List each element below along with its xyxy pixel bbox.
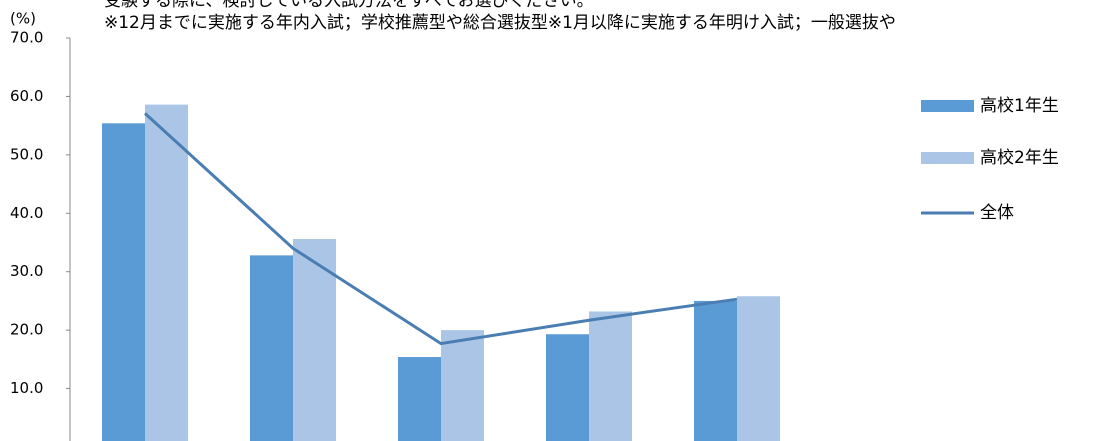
y-tick-label: 10.0 xyxy=(10,379,43,397)
chart-title: 受験する際に、検討している入試方法をすべてお選びください。 xyxy=(104,0,594,11)
y-tick-label: 30.0 xyxy=(10,262,43,280)
chart-subtitle: ※12月までに実施する年内入試；学校推薦型や総合選抜型※1月以降に実施する年明け… xyxy=(104,13,896,33)
y-tick-label: 60.0 xyxy=(10,87,43,105)
bar xyxy=(546,334,589,441)
y-tick-label: 40.0 xyxy=(10,204,43,222)
y-tick-label: 70.0 xyxy=(10,29,43,47)
bar xyxy=(694,300,737,441)
y-tick-label: 50.0 xyxy=(10,145,43,163)
legend-label: 全体 xyxy=(980,203,1014,223)
bar xyxy=(102,123,145,441)
y-tick-label: 20.0 xyxy=(10,321,43,339)
bar xyxy=(250,255,293,441)
bar xyxy=(293,238,336,441)
bar xyxy=(441,330,484,441)
bar xyxy=(737,296,780,441)
bar xyxy=(589,311,632,441)
bar xyxy=(398,357,441,441)
y-axis-label: (%) xyxy=(10,10,36,28)
legend-swatch xyxy=(921,152,974,164)
legend-label: 高校1年生 xyxy=(980,96,1059,116)
legend-label: 高校2年生 xyxy=(980,148,1059,168)
line-series xyxy=(143,112,738,346)
legend-swatch xyxy=(921,100,974,112)
bar xyxy=(145,104,188,441)
